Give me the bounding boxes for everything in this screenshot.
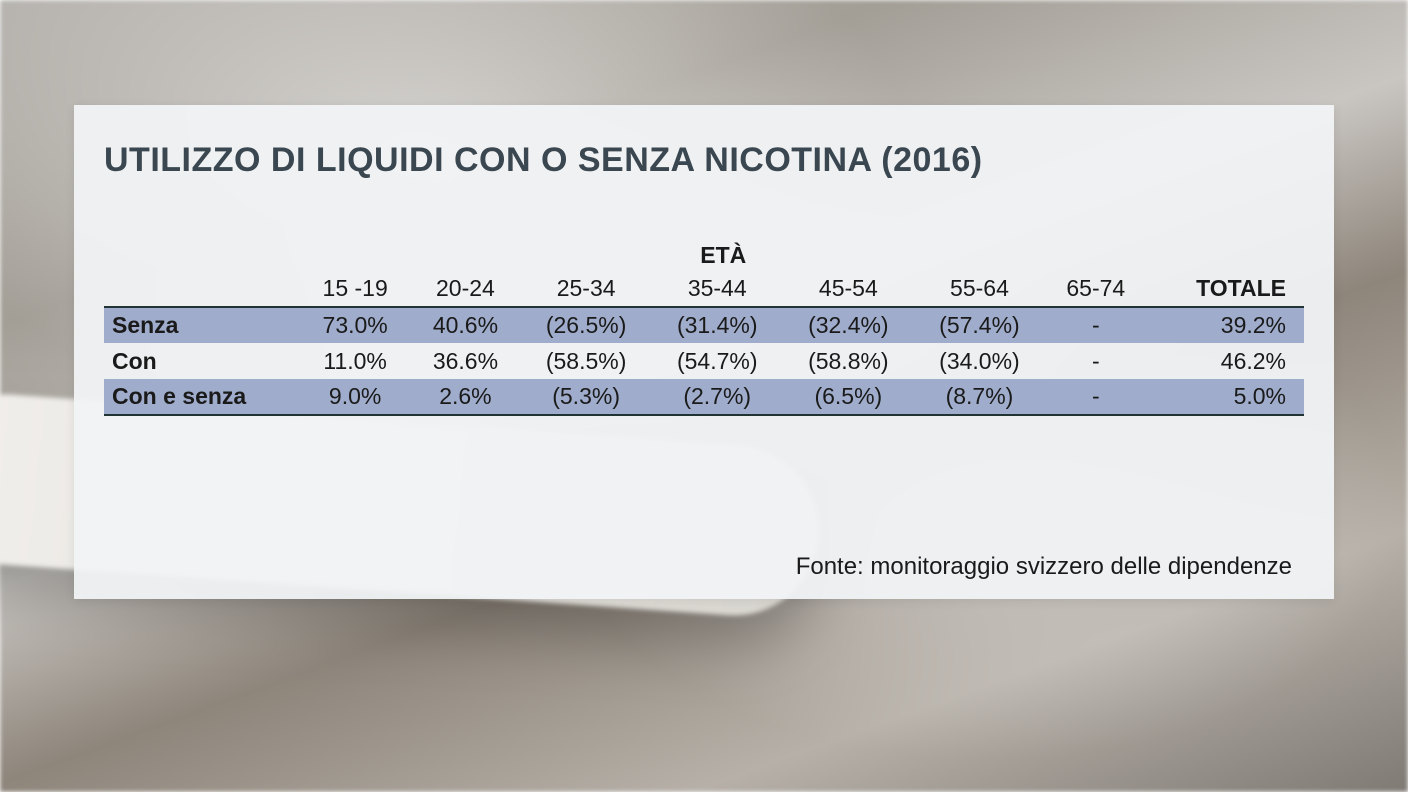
row-label: Senza bbox=[104, 307, 300, 343]
data-cell: - bbox=[1045, 307, 1147, 343]
total-cell: 5.0% bbox=[1147, 379, 1304, 415]
spacer-cell bbox=[104, 271, 300, 307]
data-cell: (57.4%) bbox=[914, 307, 1045, 343]
data-cell: 73.0% bbox=[300, 307, 410, 343]
total-col-header: TOTALE bbox=[1147, 271, 1304, 307]
total-cell: 46.2% bbox=[1147, 343, 1304, 379]
data-table: ETÀ 15 -19 20-24 25-34 35-44 45-54 55-64… bbox=[104, 238, 1304, 416]
data-cell: (26.5%) bbox=[521, 307, 652, 343]
data-cell: (54.7%) bbox=[652, 343, 783, 379]
data-cell: (58.8%) bbox=[783, 343, 914, 379]
data-cell: - bbox=[1045, 379, 1147, 415]
table-row: Senza 73.0% 40.6% (26.5%) (31.4%) (32.4%… bbox=[104, 307, 1304, 343]
data-cell: (34.0%) bbox=[914, 343, 1045, 379]
col-header: 65-74 bbox=[1045, 271, 1147, 307]
data-cell: - bbox=[1045, 343, 1147, 379]
data-cell: (58.5%) bbox=[521, 343, 652, 379]
column-header-row: 15 -19 20-24 25-34 35-44 45-54 55-64 65-… bbox=[104, 271, 1304, 307]
col-header: 25-34 bbox=[521, 271, 652, 307]
row-label: Con e senza bbox=[104, 379, 300, 415]
data-cell: 9.0% bbox=[300, 379, 410, 415]
table-row: Con 11.0% 36.6% (58.5%) (54.7%) (58.8%) … bbox=[104, 343, 1304, 379]
data-cell: (8.7%) bbox=[914, 379, 1045, 415]
data-cell: (32.4%) bbox=[783, 307, 914, 343]
info-panel: UTILIZZO DI LIQUIDI CON O SENZA NICOTINA… bbox=[74, 105, 1334, 599]
table-body: Senza 73.0% 40.6% (26.5%) (31.4%) (32.4%… bbox=[104, 307, 1304, 415]
data-cell: (5.3%) bbox=[521, 379, 652, 415]
data-cell: (31.4%) bbox=[652, 307, 783, 343]
data-cell: 40.6% bbox=[410, 307, 520, 343]
data-cell: 11.0% bbox=[300, 343, 410, 379]
col-header: 35-44 bbox=[652, 271, 783, 307]
data-cell: (2.7%) bbox=[652, 379, 783, 415]
source-text: Fonte: monitoraggio svizzero delle dipen… bbox=[796, 553, 1292, 581]
table-row: Con e senza 9.0% 2.6% (5.3%) (2.7%) (6.5… bbox=[104, 379, 1304, 415]
panel-title: UTILIZZO DI LIQUIDI CON O SENZA NICOTINA… bbox=[104, 141, 1304, 180]
spacer-cell bbox=[104, 238, 300, 271]
total-cell: 39.2% bbox=[1147, 307, 1304, 343]
col-header: 45-54 bbox=[783, 271, 914, 307]
table-head: ETÀ 15 -19 20-24 25-34 35-44 45-54 55-64… bbox=[104, 238, 1304, 307]
data-cell: (6.5%) bbox=[783, 379, 914, 415]
data-cell: 36.6% bbox=[410, 343, 520, 379]
super-header-row: ETÀ bbox=[104, 238, 1304, 271]
age-super-header: ETÀ bbox=[300, 238, 1147, 271]
col-header: 20-24 bbox=[410, 271, 520, 307]
row-label: Con bbox=[104, 343, 300, 379]
data-cell: 2.6% bbox=[410, 379, 520, 415]
col-header: 15 -19 bbox=[300, 271, 410, 307]
col-header: 55-64 bbox=[914, 271, 1045, 307]
spacer-cell bbox=[1147, 238, 1304, 271]
